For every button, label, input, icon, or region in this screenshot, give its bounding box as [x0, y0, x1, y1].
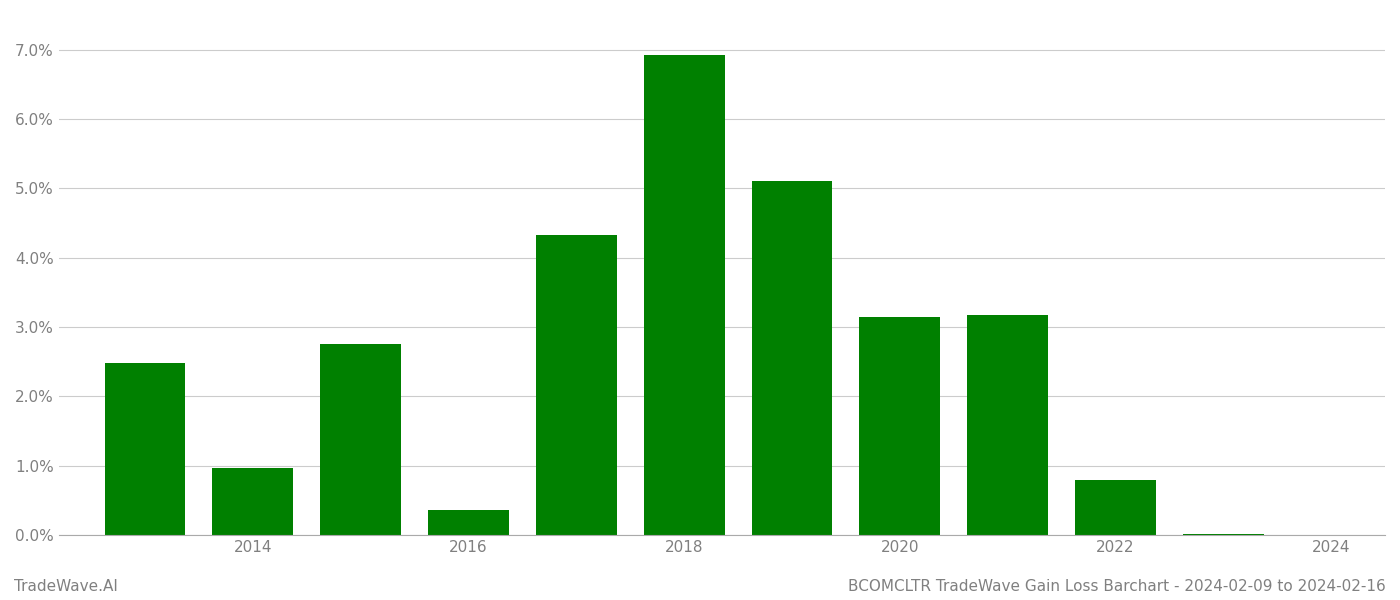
- Bar: [967, 314, 1049, 535]
- Bar: [428, 510, 510, 535]
- Bar: [860, 317, 941, 535]
- Bar: [644, 55, 725, 535]
- Bar: [105, 363, 185, 535]
- Bar: [1075, 479, 1156, 535]
- Bar: [752, 181, 833, 535]
- Text: TradeWave.AI: TradeWave.AI: [14, 579, 118, 594]
- Text: BCOMCLTR TradeWave Gain Loss Barchart - 2024-02-09 to 2024-02-16: BCOMCLTR TradeWave Gain Loss Barchart - …: [848, 579, 1386, 594]
- Bar: [213, 468, 293, 535]
- Bar: [536, 235, 617, 535]
- Bar: [321, 344, 400, 535]
